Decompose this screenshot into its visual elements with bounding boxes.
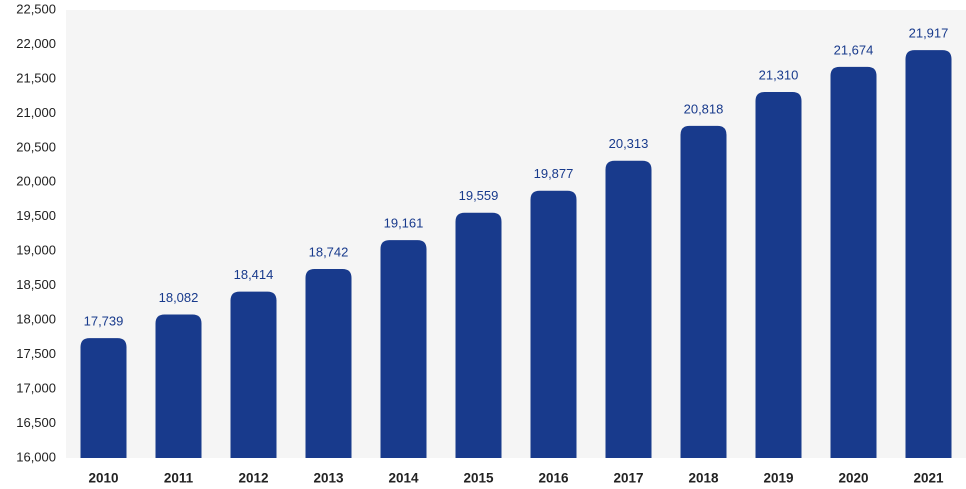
y-tick-label: 18,500 <box>16 277 56 292</box>
y-tick-label: 16,000 <box>16 449 56 464</box>
x-tick-label: 2015 <box>463 471 494 486</box>
x-tick-label: 2019 <box>763 471 793 486</box>
value-label: 21,310 <box>759 67 799 82</box>
y-tick-label: 22,500 <box>16 1 56 16</box>
y-tick-label: 17,500 <box>16 346 56 361</box>
x-tick-label: 2013 <box>313 471 344 486</box>
x-tick-label: 2017 <box>613 471 643 486</box>
x-tick-label: 2014 <box>388 471 419 486</box>
y-tick-label: 19,000 <box>16 243 56 258</box>
y-tick-label: 19,500 <box>16 208 56 223</box>
bar <box>905 50 952 458</box>
bar <box>80 338 127 458</box>
bar <box>305 269 352 458</box>
value-label: 20,313 <box>609 136 649 151</box>
y-tick-label: 21,500 <box>16 70 56 85</box>
bar <box>155 314 202 458</box>
plot-background <box>66 10 966 458</box>
value-label: 17,739 <box>84 314 124 329</box>
bar <box>455 212 502 458</box>
bar <box>830 66 877 459</box>
bar <box>755 92 802 458</box>
value-label: 18,742 <box>309 244 349 259</box>
value-label: 21,917 <box>909 26 949 41</box>
value-label: 21,674 <box>834 42 874 57</box>
value-label: 18,082 <box>159 290 199 305</box>
y-tick-label: 20,500 <box>16 139 56 154</box>
y-tick-label: 22,000 <box>16 36 56 51</box>
bar <box>680 125 727 458</box>
x-tick-label: 2021 <box>913 471 944 486</box>
bar <box>230 291 277 458</box>
bar <box>530 190 577 459</box>
bar <box>605 160 652 458</box>
y-tick-label: 21,000 <box>16 105 56 120</box>
x-tick-label: 2016 <box>538 471 569 486</box>
x-tick-label: 2011 <box>164 471 194 486</box>
x-tick-label: 2018 <box>688 471 719 486</box>
value-label: 19,161 <box>384 216 424 231</box>
x-tick-label: 2010 <box>88 471 118 486</box>
value-label: 18,414 <box>234 267 274 282</box>
y-tick-label: 20,000 <box>16 174 56 189</box>
value-label: 19,559 <box>459 188 499 203</box>
value-label: 19,877 <box>534 166 574 181</box>
x-tick-label: 2012 <box>238 471 268 486</box>
value-label: 20,818 <box>684 101 724 116</box>
y-tick-label: 16,500 <box>16 415 56 430</box>
x-tick-label: 2020 <box>838 471 868 486</box>
y-tick-label: 17,000 <box>16 381 56 396</box>
y-tick-label: 18,000 <box>16 312 56 327</box>
bar <box>380 240 427 458</box>
